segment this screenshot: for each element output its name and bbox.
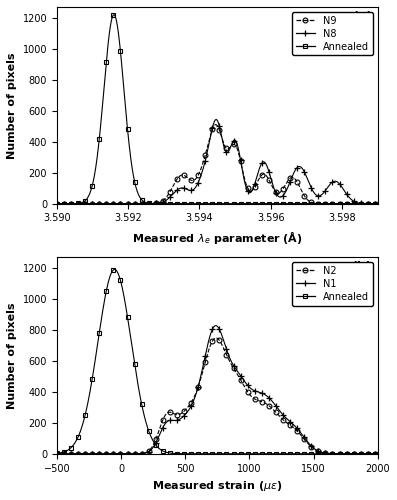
Legend: N9, N8, Annealed: N9, N8, Annealed [292,12,373,56]
Y-axis label: Number of pixels: Number of pixels [7,52,17,158]
X-axis label: Measured $\lambda_e$ parameter (Å): Measured $\lambda_e$ parameter (Å) [132,229,303,246]
Text: (a): (a) [353,11,373,24]
Y-axis label: Number of pixels: Number of pixels [7,302,17,408]
X-axis label: Measured strain ($\mu\varepsilon$): Measured strain ($\mu\varepsilon$) [152,479,283,493]
Legend: N2, N1, Annealed: N2, N1, Annealed [292,262,373,306]
Text: (b): (b) [352,261,373,274]
